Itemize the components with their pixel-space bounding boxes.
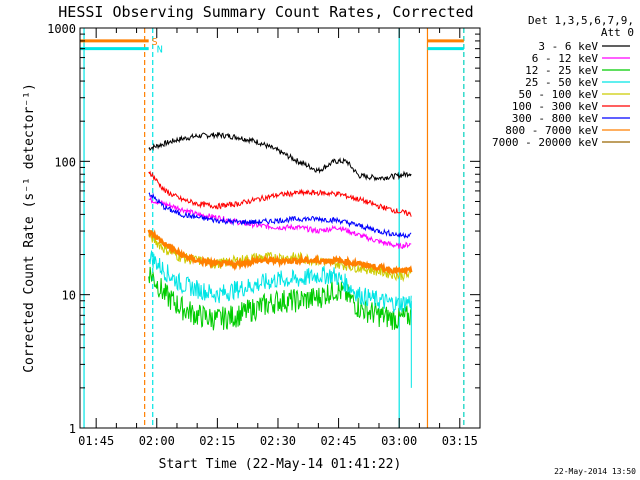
y-axis-label: Corrected Count Rate (s⁻¹ detector⁻¹): [22, 83, 37, 373]
x-tick-label: 03:15: [442, 434, 478, 448]
legend-entry-label: 6 - 12 keV: [532, 52, 599, 65]
plot-frame: [79, 27, 481, 429]
flag-label: S: [152, 37, 158, 48]
series-line: [148, 131, 412, 182]
x-tick-label: 01:45: [78, 434, 114, 448]
x-tick-label: 02:45: [321, 434, 357, 448]
legend-entry-label: 12 - 25 keV: [525, 64, 598, 77]
plot-area: SN: [80, 28, 465, 428]
y-tick-label: 1000: [47, 22, 76, 36]
y-tick-label: 100: [54, 155, 76, 169]
series-line: [148, 266, 412, 331]
chart-title: HESSI Observing Summary Count Rates, Cor…: [58, 3, 473, 21]
axes: 1 10 100 1000 01:45 02:00 02:15 02:30 02:45 03:00…: [47, 22, 481, 448]
footer-date: 22-May-2014 13:50: [554, 467, 636, 476]
x-axis-label: Start Time (22-May-14 01:41:22): [159, 457, 402, 472]
legend-header-line-2: Att 0: [601, 26, 634, 39]
legend-header-line-1: Det 1,3,5,6,7,9,: [528, 14, 634, 27]
x-tick-label: 02:00: [139, 434, 175, 448]
legend-entry-label: 300 - 800 keV: [512, 112, 598, 125]
legend-entry-label: 50 - 100 keV: [519, 88, 599, 101]
series-line: [148, 250, 412, 313]
flag-label: N: [157, 45, 163, 56]
series-line: [148, 195, 412, 250]
legend-entry-label: 7000 - 20000 keV: [492, 136, 598, 149]
x-tick-label: 03:00: [381, 434, 417, 448]
legend-entry-label: 100 - 300 keV: [512, 100, 598, 113]
legend-entry-label: 3 - 6 keV: [538, 40, 598, 53]
legend-entry-label: 800 - 7000 keV: [505, 124, 598, 137]
series-line: [147, 229, 413, 276]
series-line: [148, 192, 412, 239]
y-tick-label: 1: [69, 422, 76, 436]
y-tick-label: 10: [62, 289, 76, 303]
series-line: [148, 170, 412, 217]
x-tick-label: 02:30: [260, 434, 296, 448]
legend-entry-label: 25 - 50 keV: [525, 76, 598, 89]
x-tick-label: 02:15: [199, 434, 235, 448]
